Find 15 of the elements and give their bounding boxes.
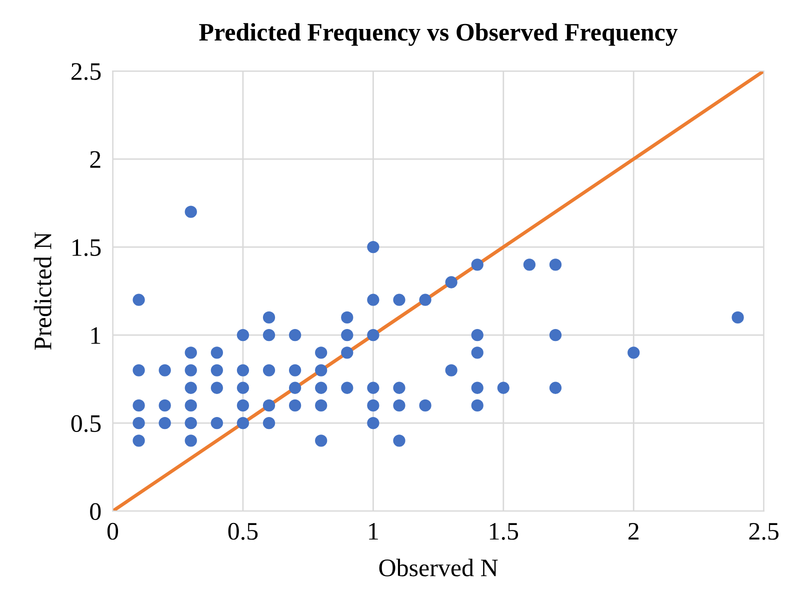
y-tick-label: 2 xyxy=(90,151,100,168)
x-tick-label: 2.5 xyxy=(749,523,778,540)
x-tick-label: 1 xyxy=(369,523,378,540)
x-tick-label: 0.5 xyxy=(228,522,258,540)
y-tick-label: 0.5 xyxy=(71,415,101,432)
y-axis-title: Predicted N xyxy=(34,232,52,350)
x-tick-label: 0 xyxy=(107,522,118,540)
y-tick-label: 0 xyxy=(90,503,101,520)
x-tick-label: 1.5 xyxy=(490,523,518,540)
x-axis-title: Observed N xyxy=(379,558,498,576)
x-tick-label: 2 xyxy=(628,523,638,540)
y-tick-label: 1.5 xyxy=(72,239,101,256)
chart-title: Predicted Frequency vs Observed Frequency xyxy=(199,23,678,46)
y-tick-label: 2.5 xyxy=(71,63,101,80)
y-tick-label: 1 xyxy=(91,327,100,344)
